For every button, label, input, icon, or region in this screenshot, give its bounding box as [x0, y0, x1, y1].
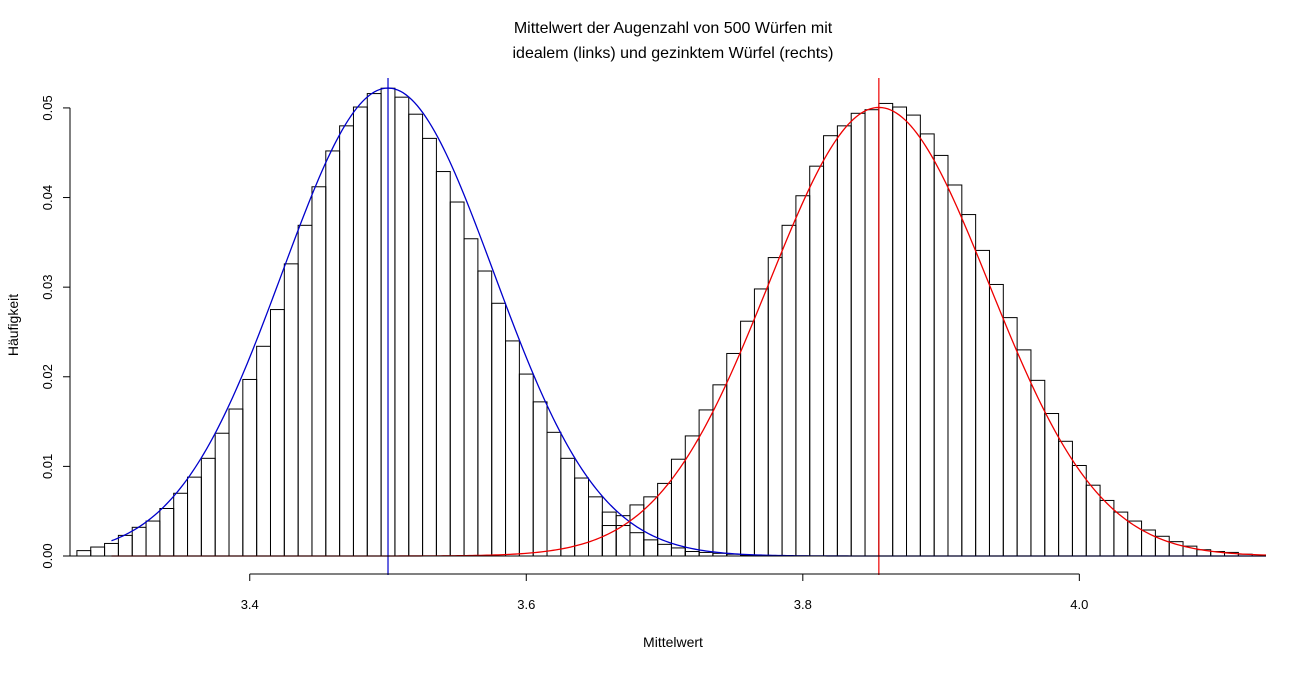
histogram-bar — [809, 165, 825, 557]
y-tick-label: 0.02 — [40, 364, 55, 389]
histogram-bar — [339, 125, 354, 557]
y-tick-label: 0.04 — [40, 185, 55, 210]
histogram-bar — [643, 539, 659, 557]
histogram-bar — [657, 543, 672, 557]
histogram-bar — [325, 150, 341, 557]
y-tick-label: 0.00 — [40, 543, 55, 568]
histogram-bar — [491, 302, 507, 557]
histogram-bar — [1002, 317, 1018, 557]
histogram-bar — [131, 526, 147, 557]
histogram-bar — [906, 114, 921, 557]
histogram-bar — [712, 384, 728, 557]
histogram-bar — [823, 135, 838, 557]
histogram-bar — [947, 184, 963, 557]
histogram-bar — [256, 345, 271, 557]
histogram-bar — [173, 492, 189, 557]
histogram-bar — [477, 270, 493, 557]
histogram-bar — [117, 534, 133, 557]
y-tick-label: 0.03 — [40, 274, 55, 299]
histogram-bar — [850, 112, 866, 557]
histogram-bar — [159, 508, 175, 557]
histogram-bar — [394, 96, 410, 557]
histogram-bar — [145, 520, 161, 557]
histogram-bar — [878, 102, 894, 557]
histogram-bar — [975, 249, 990, 557]
histogram-bar — [408, 113, 424, 557]
chart-title-line-1: Mittelwert der Augenzahl von 500 Würfen … — [514, 20, 833, 37]
x-tick-label: 3.6 — [517, 597, 535, 612]
histogram-bar — [892, 106, 908, 557]
histogram-bar — [988, 283, 1004, 557]
x-tick-label: 4.0 — [1070, 597, 1088, 612]
histogram-bar — [435, 171, 451, 557]
histogram-bar — [767, 257, 783, 557]
histogram-bar — [698, 551, 714, 557]
histogram-bar — [422, 137, 437, 557]
histogram-bar — [532, 401, 548, 557]
x-tick-label: 3.4 — [241, 597, 259, 612]
histogram-bar — [449, 201, 465, 557]
histogram-bar — [795, 195, 811, 557]
y-tick-label: 0.01 — [40, 454, 55, 479]
histogram-bar — [200, 457, 216, 557]
y-axis-label: Häufigkeit — [5, 294, 21, 356]
x-axis-label: Mittelwert — [643, 634, 703, 650]
histogram-bar — [740, 320, 755, 557]
histogram-bar — [560, 457, 576, 557]
histogram-bar — [463, 238, 479, 557]
y-tick-label: 0.05 — [40, 95, 55, 120]
histogram-bar — [588, 496, 603, 557]
histogram-bar — [670, 458, 686, 557]
histogram-bar — [698, 409, 714, 557]
histogram-bar — [1058, 440, 1073, 557]
histogram-bar — [919, 133, 935, 557]
histogram-bar — [629, 532, 645, 557]
histogram-bar — [214, 432, 230, 557]
histogram-bar — [546, 431, 562, 557]
histogram-bar — [269, 309, 285, 557]
histogram-bar — [836, 125, 852, 557]
histogram-bar — [187, 476, 202, 557]
histogram-bar — [76, 550, 92, 557]
histogram-bars — [76, 87, 1253, 557]
histogram-bar — [726, 352, 742, 557]
histogram-bar — [283, 263, 299, 557]
histogram-bar — [961, 214, 977, 557]
histogram-bar — [684, 551, 700, 557]
histogram-bar — [228, 408, 244, 557]
histogram-bar — [1016, 349, 1032, 557]
histogram-bar — [781, 224, 797, 557]
x-axis: 3.4 3.6 3.8 4.0 — [241, 573, 1088, 612]
histogram-bar — [352, 106, 368, 557]
histogram-bar — [670, 547, 686, 557]
mean-lines — [387, 78, 880, 575]
histogram-bar — [615, 525, 631, 557]
histogram-bar — [1071, 464, 1087, 557]
chart-title-line-2: idealem (links) und gezinktem Würfel (re… — [513, 45, 834, 62]
histogram-bar — [366, 93, 382, 557]
histogram-bar — [1085, 484, 1101, 557]
histogram-bar — [684, 435, 700, 557]
histogram-bar — [601, 525, 617, 557]
histogram-bar — [753, 288, 769, 557]
histogram-bar — [505, 340, 520, 557]
histogram-bar — [311, 186, 327, 557]
histogram-bar — [933, 154, 949, 557]
x-tick-label: 3.8 — [794, 597, 812, 612]
histogram-bar — [518, 373, 534, 557]
histogram-bar — [297, 224, 313, 557]
histogram-bar — [864, 109, 880, 557]
histogram-bar — [643, 496, 659, 557]
histogram-bar — [90, 546, 106, 557]
y-axis: 0.00 0.01 0.02 0.03 0.04 0.05 — [40, 95, 71, 569]
histogram-bar — [242, 378, 258, 557]
histogram-bar — [104, 542, 119, 557]
